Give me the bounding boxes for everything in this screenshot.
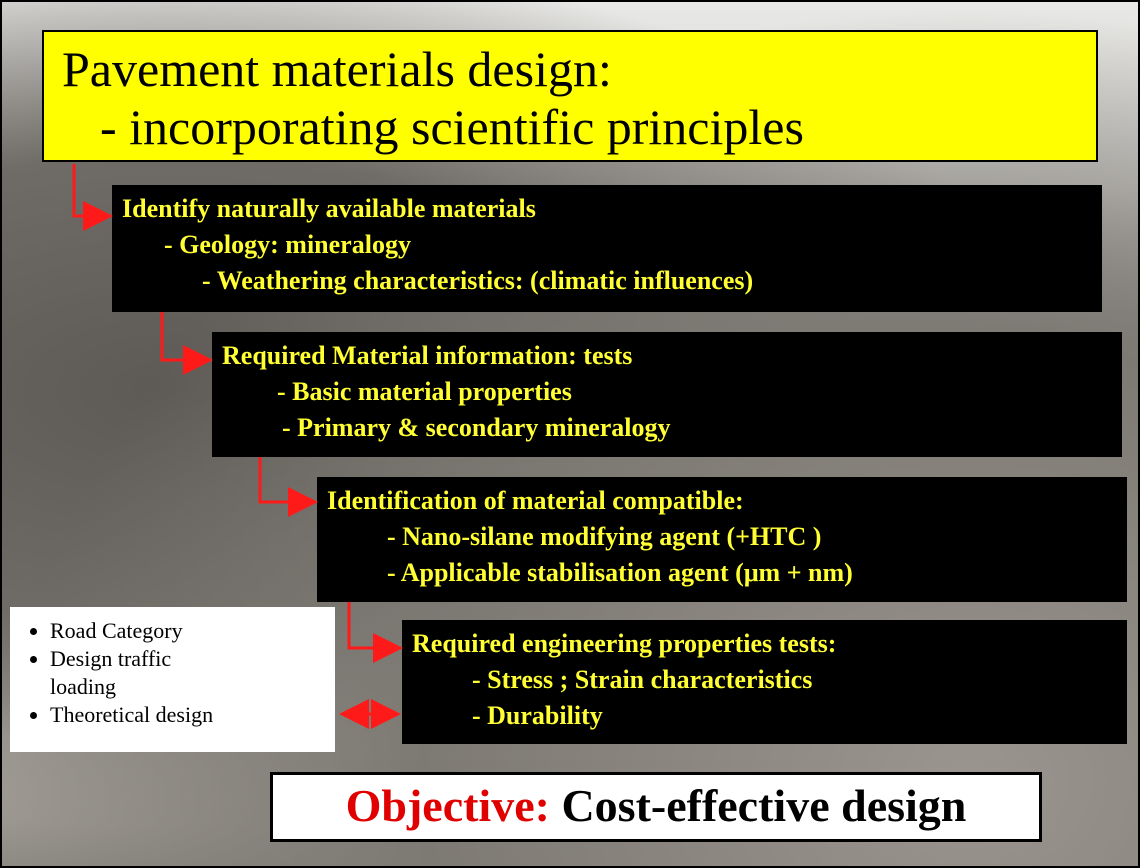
arrow <box>347 602 403 663</box>
step-line: - Stress ; Strain characteristics <box>472 665 813 694</box>
sidebar-list: Road Category Design traffic loading The… <box>22 617 327 729</box>
arrow <box>72 164 113 231</box>
step-line: Identification of material compatible: <box>327 486 744 515</box>
sidebar-item: Theoretical design <box>50 701 330 729</box>
step-box: Identification of material compatible: -… <box>317 477 1127 602</box>
step-line: Identify naturally available materials <box>122 194 536 223</box>
step-line: - Durability <box>472 701 603 730</box>
step-line: Required Material information: tests <box>222 341 633 370</box>
step-line: - Nano-silane modifying agent (+HTC ) <box>387 522 822 551</box>
step-line: Required engineering properties tests: <box>412 629 837 658</box>
step-line: - Geology: mineralogy <box>164 230 411 259</box>
title-line: - incorporating scientific principles <box>100 99 804 155</box>
step-box: Required Material information: tests - B… <box>212 332 1122 457</box>
title-box: Pavement materials design: - incorporati… <box>42 30 1098 162</box>
sidebar: Road Category Design traffic loading The… <box>10 607 335 752</box>
step-box: Required engineering properties tests: -… <box>402 620 1127 744</box>
step-box: Identify naturally available materials -… <box>112 185 1102 312</box>
objective-box: Objective: Cost-effective design <box>270 772 1042 842</box>
step-line: - Weathering characteristics: (climatic … <box>202 266 754 295</box>
step-line: - Primary & secondary mineralogy <box>282 413 671 442</box>
objective-label: Objective: <box>345 780 550 831</box>
title-line: Pavement materials design: <box>62 41 612 97</box>
arrow <box>258 457 318 517</box>
arrow <box>160 312 213 375</box>
step-line: - Applicable stabilisation agent (μm + n… <box>387 558 853 587</box>
sidebar-item: Road Category <box>50 617 200 645</box>
step-line: - Basic material properties <box>277 377 572 406</box>
sidebar-item: Design traffic loading <box>50 645 200 701</box>
objective-text: Cost-effective design <box>561 780 967 831</box>
